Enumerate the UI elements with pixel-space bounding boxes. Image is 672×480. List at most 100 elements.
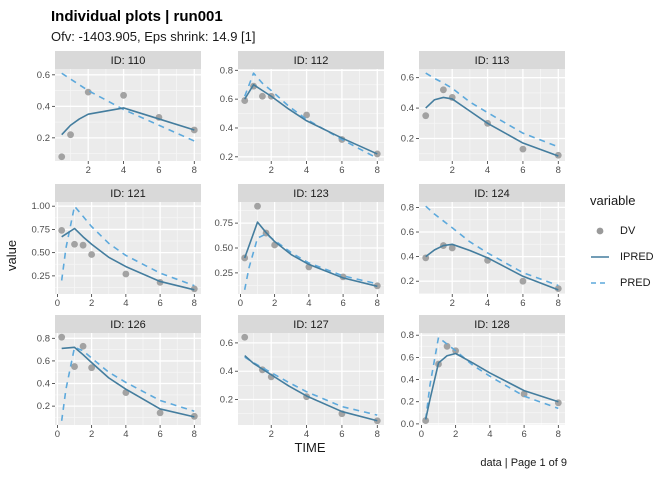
plot-subtitle: Ofv: -1403.905, Eps shrink: 14.9 [1] [51, 29, 256, 44]
facet-112: ID: 112 2 4 6 8 0.2 0.4 0.6 0.8 [202, 51, 384, 181]
dv-point [71, 363, 78, 370]
facet-127: ID: 127 2 4 6 8 0.2 0.4 0.6 [202, 315, 384, 445]
dv-point [520, 390, 528, 398]
y-tick-label: 0.75 [215, 218, 234, 229]
x-tick-label: 4 [123, 298, 128, 309]
dv-point [71, 240, 78, 248]
y-tick-label: 0.6 [37, 356, 50, 367]
y-tick-label: 0.50 [32, 248, 51, 259]
facet-chart: ID: 128 0 2 4 6 8 0.0 0.2 0.4 0.6 0.8 [401, 315, 565, 440]
x-tick-label: 8 [192, 165, 197, 176]
facet-chart: ID: 127 2 4 6 8 0.2 0.4 0.6 [220, 315, 384, 440]
legend-label: PRED [620, 277, 651, 289]
facet-strip-label: ID: 128 [474, 319, 509, 331]
x-tick-label: 8 [375, 298, 380, 309]
pred-line [425, 72, 559, 148]
y-tick-label: 0.2 [37, 401, 50, 412]
y-axis-title: value [4, 239, 19, 271]
y-tick-label: 0.75 [32, 224, 51, 235]
x-tick-label: 6 [340, 298, 345, 309]
x-tick-label: 4 [306, 298, 311, 309]
caption: data | Page 1 of 9 [480, 457, 567, 469]
dv-point [258, 92, 266, 100]
x-tick-label: 0 [55, 429, 60, 440]
y-tick-label: 0.6 [220, 94, 233, 105]
x-tick-label: 2 [89, 298, 94, 309]
x-tick-label: 2 [86, 165, 91, 176]
y-tick-label: 0.2 [220, 395, 233, 406]
legend-items: DV IPRED PRED [590, 218, 654, 296]
y-tick-label: 0.4 [37, 379, 50, 390]
x-tick-label: 2 [272, 298, 277, 309]
facet-strip-label: ID: 123 [293, 188, 328, 200]
x-tick-label: 0 [419, 429, 424, 440]
dv-point [88, 251, 96, 258]
facet-110: ID: 110 2 4 6 8 0.2 0.4 0.6 [19, 51, 201, 181]
pred-line [61, 72, 195, 142]
dv-point [554, 285, 562, 292]
ipred-line [61, 107, 195, 136]
dv-point [122, 270, 130, 278]
facet-chart: ID: 124 2 4 6 8 0.2 0.4 0.6 0.8 [401, 184, 565, 309]
plot-title: Individual plots | run001 [51, 8, 223, 25]
dv-point [448, 244, 456, 252]
ipred-line [243, 221, 378, 288]
y-tick-label: 0.6 [401, 352, 414, 363]
x-tick-label: 8 [556, 165, 561, 176]
x-tick-label: 6 [157, 298, 162, 309]
ipred-line [61, 227, 195, 291]
y-tick-label: 0.2 [401, 276, 414, 287]
x-tick-label: 2 [269, 165, 274, 176]
facet-chart: ID: 126 0 2 4 6 8 0.2 0.4 0.6 0.8 [37, 315, 201, 440]
pred-line [243, 72, 378, 159]
x-tick-label: 4 [304, 429, 309, 440]
facet-strip-label: ID: 110 [111, 55, 146, 67]
x-tick-label: 6 [339, 429, 344, 440]
facet-121: ID: 121 0 2 4 6 8 0.25 0.50 0.75 1.00 [19, 184, 201, 314]
y-tick-label: 0.6 [37, 70, 50, 81]
facet-128: ID: 128 0 2 4 6 8 0.0 0.2 0.4 0.6 0.8 [383, 315, 565, 445]
x-tick-label: 6 [520, 298, 525, 309]
facet-chart: ID: 113 2 4 6 8 0.2 0.4 0.6 [401, 51, 565, 176]
facet-strip-label: ID: 124 [474, 188, 509, 200]
dv-point [422, 112, 430, 120]
dv-point [241, 333, 249, 341]
y-tick-label: 0.4 [401, 375, 414, 386]
dv-point [58, 153, 66, 161]
x-tick-label: 4 [304, 165, 309, 176]
facet-strip-label: ID: 112 [294, 55, 329, 67]
y-tick-label: 0.4 [220, 366, 233, 377]
x-tick-label: 2 [269, 429, 274, 440]
dv-point [439, 86, 447, 94]
x-tick-label: 6 [521, 429, 526, 440]
y-tick-label: 1.00 [32, 201, 51, 212]
x-tick-label: 4 [121, 165, 126, 176]
x-tick-label: 6 [520, 165, 525, 176]
x-tick-label: 4 [123, 429, 128, 440]
dv-point [79, 342, 87, 350]
y-tick-label: 0.4 [401, 103, 414, 114]
dv-point [373, 150, 381, 158]
facet-chart: ID: 123 0 2 4 6 8 0.25 0.50 0.75 [215, 184, 384, 309]
x-tick-label: 8 [556, 429, 561, 440]
dv-point [84, 88, 92, 96]
legend-label: DV [620, 225, 636, 237]
x-tick-label: 8 [192, 429, 197, 440]
dv-point [79, 241, 87, 249]
dv-point [120, 91, 127, 99]
dv-point [519, 277, 527, 285]
facet-strip-label: ID: 113 [475, 55, 510, 67]
dv-point [58, 333, 66, 341]
dv-point [88, 364, 96, 372]
y-tick-label: 0.6 [401, 73, 414, 84]
dv-point [443, 342, 451, 350]
y-tick-label: 0.4 [401, 252, 414, 263]
pred-line [424, 336, 559, 420]
ipred-line [244, 355, 378, 422]
ipred-line [244, 83, 378, 155]
dv-point [241, 97, 249, 104]
dv-point-icon [596, 227, 604, 235]
x-tick-label: 0 [55, 298, 60, 309]
y-tick-label: 0.8 [401, 330, 414, 341]
